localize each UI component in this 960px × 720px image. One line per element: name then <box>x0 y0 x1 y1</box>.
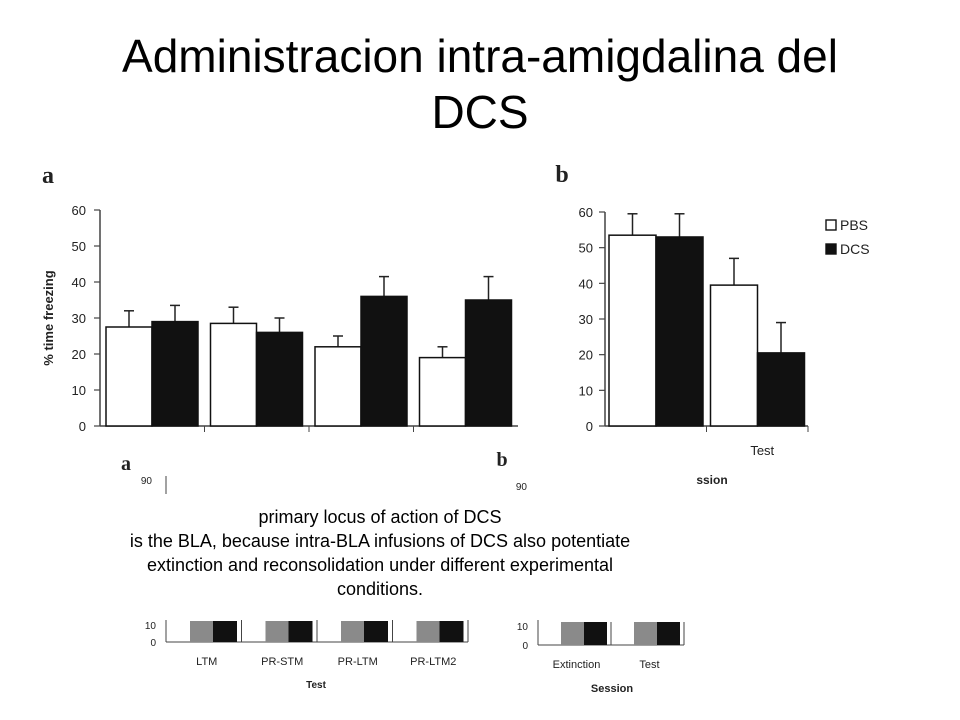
bar-lower-a-dark-1 <box>288 621 313 642</box>
y-tick-label-b: 30 <box>579 312 593 327</box>
bar-b-dcs-0 <box>655 236 704 427</box>
y-tick-label-b: 60 <box>579 205 593 220</box>
x-axis-title-lower-a: Test <box>306 680 326 691</box>
y-tick-label-lower-a-10: 10 <box>145 621 157 632</box>
caption-line-2: is the BLA, because intra-BLA infusions … <box>129 531 631 551</box>
title-line-2: DCS <box>431 86 529 138</box>
bar-lower-b-gray-1 <box>634 622 657 645</box>
bar-a-dcs-3 <box>464 299 513 427</box>
bar-a-dcs-0 <box>151 320 199 427</box>
x-tick-label-lower-b: Test <box>639 659 659 671</box>
caption-line-1: primary locus of action of DCS <box>258 507 502 527</box>
bar-lower-b-dark-1 <box>657 622 680 645</box>
bar-b-pbs-0 <box>608 234 657 427</box>
bar-a-pbs-0 <box>105 326 153 427</box>
caption: primary locus of action of DCS is the BL… <box>100 505 660 601</box>
y-axis-title-a: % time freezing <box>41 270 56 365</box>
panel-label-a: a <box>42 163 54 189</box>
y-tick-label-a: 20 <box>72 347 86 362</box>
y-tick-label-lower-a-90: 90 <box>141 476 153 487</box>
caption-line-3: extinction and reconsolidation under dif… <box>147 555 613 575</box>
legend-label-dcs: DCS <box>840 241 870 257</box>
bar-lower-a-gray-1 <box>265 621 289 642</box>
bar-lower-a-dark-0 <box>213 621 237 642</box>
x-axis-title-b: ssion <box>696 473 727 487</box>
bar-a-dcs-2 <box>360 295 408 427</box>
panel-label-lower-b: b <box>496 449 507 471</box>
bar-lower-a-dark-2 <box>364 621 388 642</box>
legend-label-pbs: PBS <box>840 217 868 233</box>
bar-lower-a-gray-2 <box>341 621 364 642</box>
panel-label-lower-a: a <box>121 453 131 475</box>
y-tick-label-b: 0 <box>586 419 593 434</box>
slide-title: Administracion intra-amigdalina del DCS <box>0 28 960 140</box>
bar-b-dcs-1 <box>756 352 806 427</box>
y-tick-label-a: 40 <box>72 275 86 290</box>
y-tick-label-a: 60 <box>72 203 86 218</box>
panel-label-b: b <box>555 162 568 188</box>
title-line-1: Administracion intra-amigdalina del <box>122 30 838 82</box>
y-tick-label-b: 10 <box>579 383 593 398</box>
x-tick-label-lower-a: PR-STM <box>261 656 303 668</box>
y-tick-label-a: 10 <box>72 383 86 398</box>
y-tick-label-b: 20 <box>579 348 593 363</box>
bar-lower-a-dark-3 <box>439 621 464 642</box>
y-tick-label-lower-b-0: 0 <box>522 641 528 652</box>
x-tick-label-b: Test <box>750 443 774 458</box>
bar-a-dcs-1 <box>255 331 304 427</box>
legend-swatch-dcs <box>825 243 837 255</box>
y-tick-label-a: 0 <box>79 419 86 434</box>
y-tick-label-b: 50 <box>579 241 593 256</box>
y-tick-label-lower-b-10: 10 <box>517 622 529 633</box>
bar-lower-b-gray-0 <box>561 622 584 645</box>
x-tick-label-lower-b: Extinction <box>553 659 601 671</box>
y-tick-label-lower-a-0: 0 <box>150 638 156 649</box>
legend-swatch-pbs <box>825 219 837 231</box>
bar-a-pbs-2 <box>314 346 362 427</box>
x-tick-label-lower-a: LTM <box>196 656 217 668</box>
y-tick-label-a: 50 <box>72 239 86 254</box>
x-tick-label-lower-a: PR-LTM2 <box>410 656 456 668</box>
bar-lower-a-gray-0 <box>190 621 213 642</box>
bar-a-pbs-1 <box>209 322 258 427</box>
y-tick-label-b: 40 <box>579 276 593 291</box>
bar-lower-b-dark-0 <box>584 622 607 645</box>
bar-lower-a-gray-3 <box>416 621 440 642</box>
y-tick-label-lower-b-90: 90 <box>516 482 528 493</box>
x-tick-label-lower-a: PR-LTM <box>338 656 378 668</box>
y-tick-label-a: 30 <box>72 311 86 326</box>
bar-a-pbs-3 <box>418 356 467 427</box>
bar-b-pbs-1 <box>709 284 759 427</box>
caption-line-4: conditions. <box>336 579 424 599</box>
x-axis-title-lower-b: Session <box>591 683 633 695</box>
